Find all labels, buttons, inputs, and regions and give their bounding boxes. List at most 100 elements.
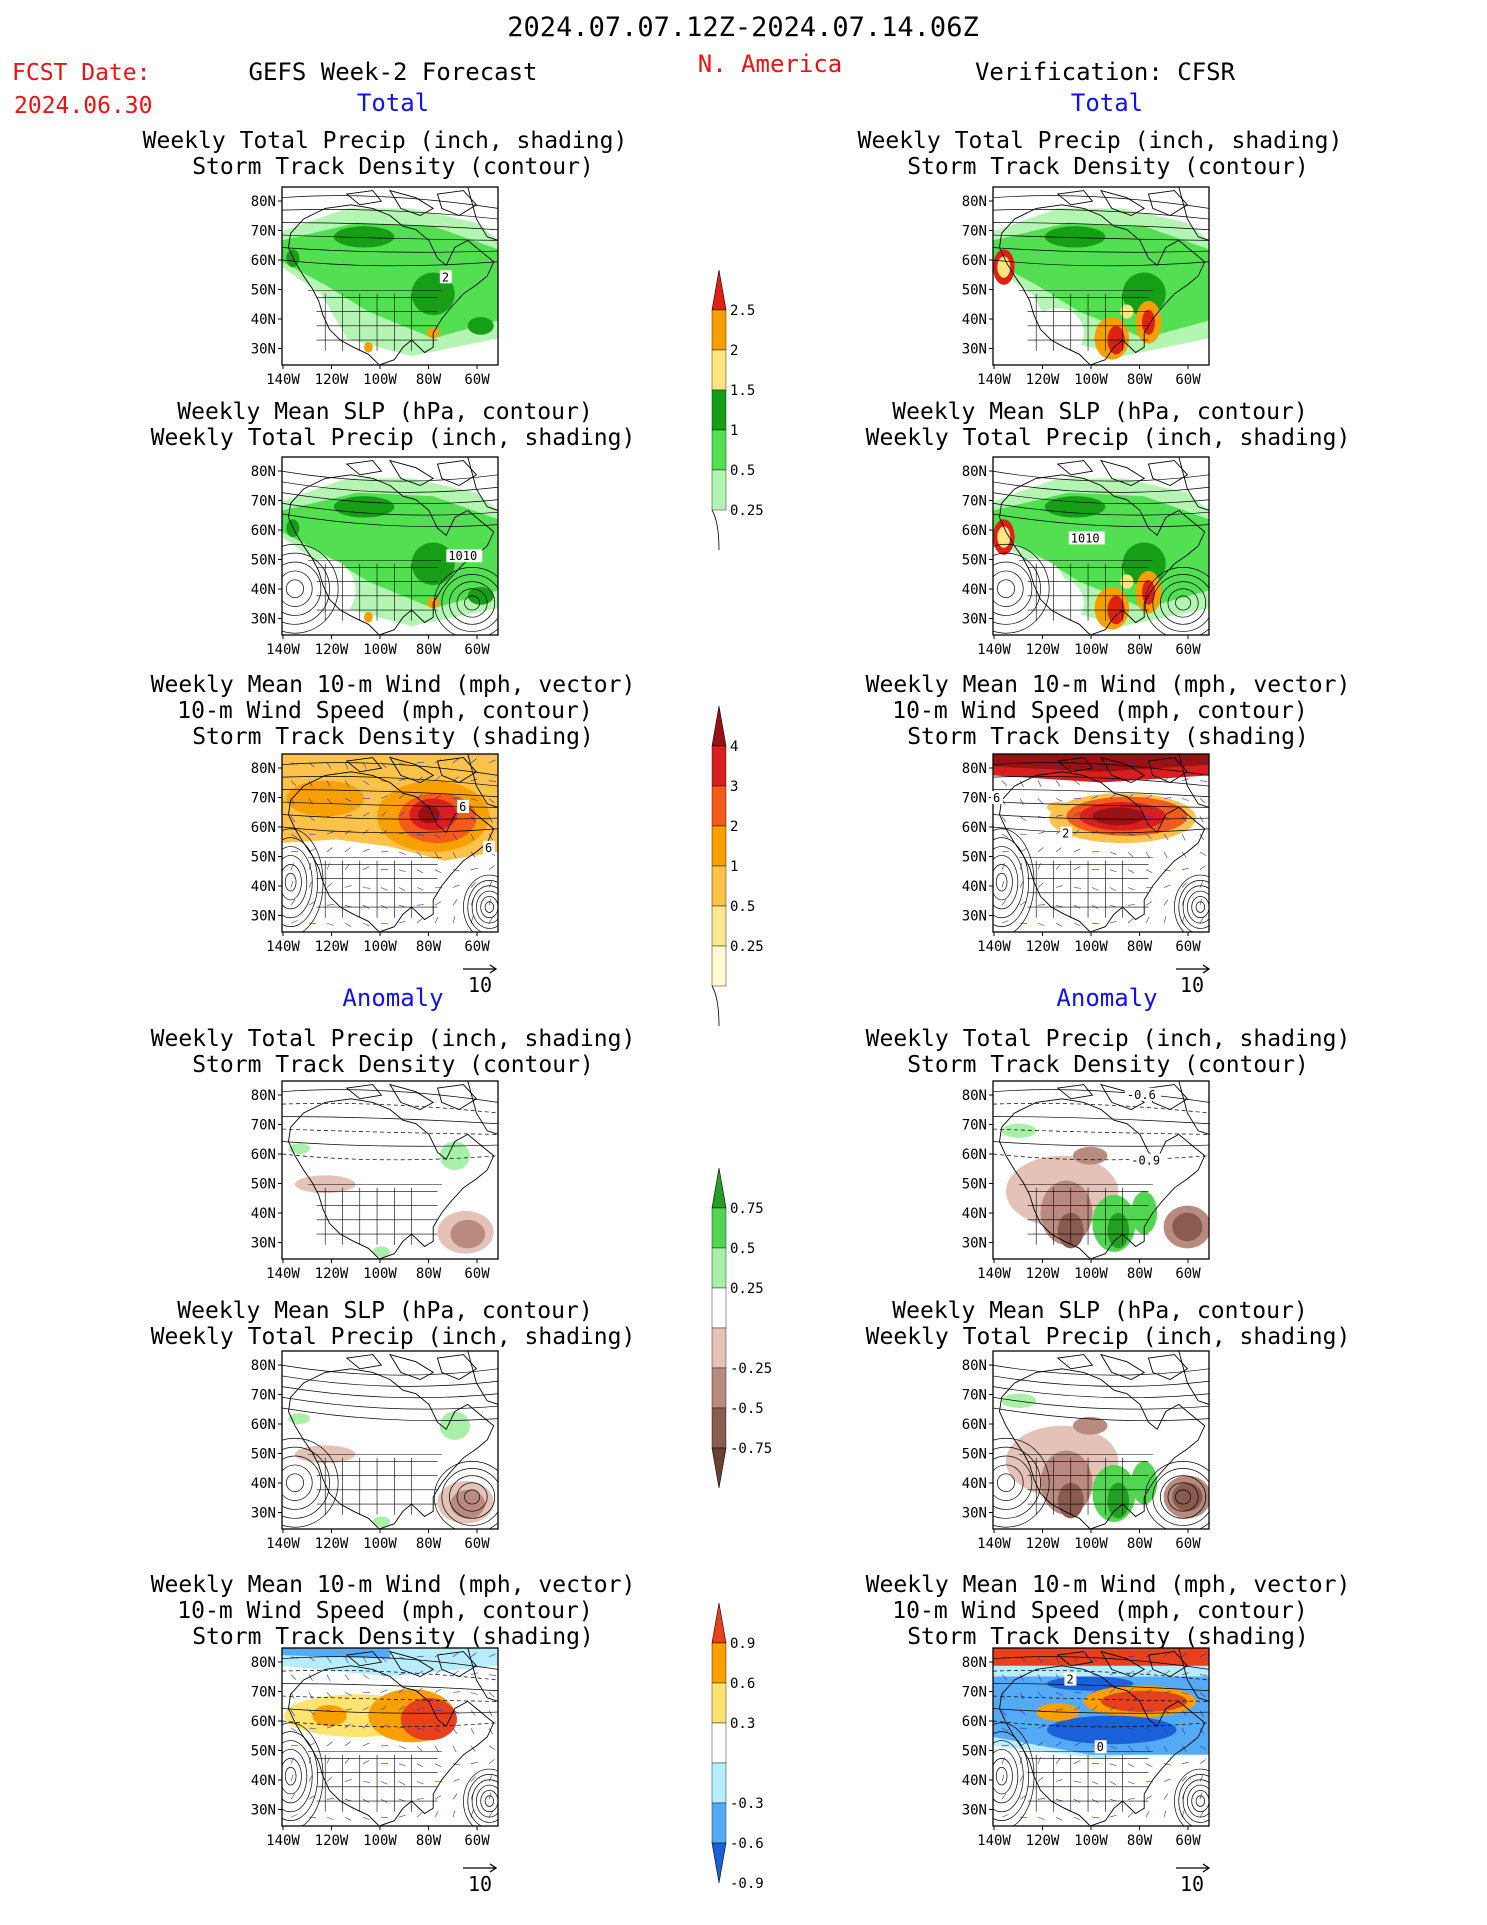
colorbar-segment [711,1642,727,1684]
lon-tick-label: 100W [363,642,397,658]
lat-tick-label: 80N [251,1655,276,1671]
anomaly-shading [439,1411,470,1440]
lat-tick-label: 80N [962,1088,987,1104]
colorbar-tail [711,509,720,551]
map-frame [992,186,1210,366]
lon-tick-label: 100W [363,1833,397,1849]
lat-tick-label: 40N [962,1773,987,1789]
lon-tick-label: 60W [464,1833,490,1849]
vector-ref-label: 10 [1180,973,1204,997]
lon-tick-label: 140W [977,372,1011,388]
lon-tick-label: 100W [1074,642,1108,658]
colorbar-top-triangle [711,705,727,747]
colorbar-label: 3 [730,779,738,795]
track-shading [1047,802,1069,813]
track-anomaly-shading [1047,1715,1177,1745]
colorbar-label: -0.9 [730,1876,764,1892]
colorbar-tail [711,985,720,1027]
contour-lines [993,1089,1209,1161]
lon-tick-label: 120W [1026,1536,1060,1552]
lat-tick-label: 60N [962,1714,987,1730]
lat-tick-label: 60N [962,1417,987,1433]
title-p7-l2: Storm Track Density (contour) [192,1052,594,1078]
map-forecast-total-precip-track: 80N 70N 60N 50N 40N 30N 140W 120W 100W 80W 60W 2 [251,186,499,388]
lon-tick-label: 80W [1127,939,1153,955]
state-borders [1018,1750,1153,1812]
lon-tick-label: 60W [464,642,490,658]
map-frame [281,1080,499,1260]
lat-tick-label: 50N [962,1744,987,1760]
lat-tick-label: 50N [251,283,276,299]
precip-shading [1031,308,1084,358]
colorbar-label: 0.9 [730,1636,755,1652]
lat-tick-label: 80N [251,1358,276,1374]
contour-lines [993,195,1209,267]
lat-tick-label: 70N [251,494,276,510]
track-anomaly-shading [282,1648,390,1659]
lon-tick-label: 80W [416,1833,442,1849]
lat-tick-label: 70N [251,1685,276,1701]
lat-tick-label: 50N [962,553,987,569]
lon-tick-label: 80W [416,1536,442,1552]
lat-tick-label: 40N [962,1476,987,1492]
state-borders [1018,289,1153,351]
colorbar-segment [711,429,727,471]
vector-ref-label: 10 [1180,1872,1204,1896]
map-forecast-total-wind-track: 80N 70N 60N 50N 40N 30N 140W 120W 100W 80W 60W 6 6 [251,753,499,955]
map-frame [281,753,499,933]
track-shading [1092,807,1145,826]
anomaly-shading [372,1246,390,1258]
lat-tick-label: 50N [251,1744,276,1760]
lon-tick-label: 60W [1175,1833,1201,1849]
colorbar-storm-track-total: 4 3 2 1 0.5 0.25 [711,705,764,1027]
state-borders [1018,559,1153,621]
lat-tick-label: 50N [962,283,987,299]
contour-label: 2 [442,270,449,284]
anomaly-shading [288,1143,311,1154]
lon-tick-label: 80W [416,372,442,388]
model-title: GEFS Week-2 Forecast [249,58,538,86]
colorbar-label: 2 [730,819,738,835]
vector-ref-right-top: 10 [1176,964,1211,997]
lon-tick-label: 80W [1127,1833,1153,1849]
track-anomaly-shading [1101,1690,1188,1713]
lat-tick-label: 40N [251,1476,276,1492]
lon-tick-label: 140W [266,939,300,955]
precip-shading [333,496,395,518]
colorbar-segment [711,905,727,947]
date-range-title: 2024.07.07.12Z-2024.07.14.06Z [507,12,978,43]
lon-tick-label: 140W [977,642,1011,658]
title-p5-l3: Storm Track Density (shading) [192,724,594,750]
lat-tick-label: 70N [962,1685,987,1701]
lon-tick-label: 140W [266,1536,300,1552]
colorbar-segment [711,785,727,827]
lon-tick-label: 100W [1074,372,1108,388]
colorbar-precip-total: 2.5 2 1.5 1 0.5 0.25 [711,269,764,551]
colorbar-label: 0.3 [730,1716,755,1732]
lat-tick-label: 80N [251,1088,276,1104]
contour-lines [282,1089,498,1161]
colorbar-label: 0.25 [730,1281,764,1297]
lon-tick-label: 140W [977,1833,1011,1849]
lat-tick-label: 40N [251,312,276,328]
lon-tick-label: 120W [315,939,349,955]
title-p4-l1: Weekly Mean SLP (hPa, contour) [892,399,1307,425]
precip-shading [997,526,1011,548]
lon-tick-label: 120W [1026,642,1060,658]
lat-tick-label: 50N [962,1177,987,1193]
anomaly-shading [1072,1416,1108,1435]
map-verif-total-slp-precip: 80N 70N 60N 50N 40N 30N 140W 120W 100W 80W 60W 1010 [962,456,1210,658]
lon-tick-label: 80W [416,642,442,658]
precip-shading [286,249,300,268]
colorbar-segment [711,349,727,391]
state-borders [1018,1453,1153,1515]
lat-tick-label: 40N [962,312,987,328]
anomaly-shading [439,1141,470,1170]
colorbar-top-triangle [711,269,727,311]
colorbar-bottom-triangle [711,1447,727,1489]
anomaly-shading [450,1219,486,1249]
contour-label: 6 [485,841,492,855]
contour-lines [993,1656,1209,1826]
lat-tick-label: 80N [962,194,987,210]
state-borders [307,1750,442,1812]
